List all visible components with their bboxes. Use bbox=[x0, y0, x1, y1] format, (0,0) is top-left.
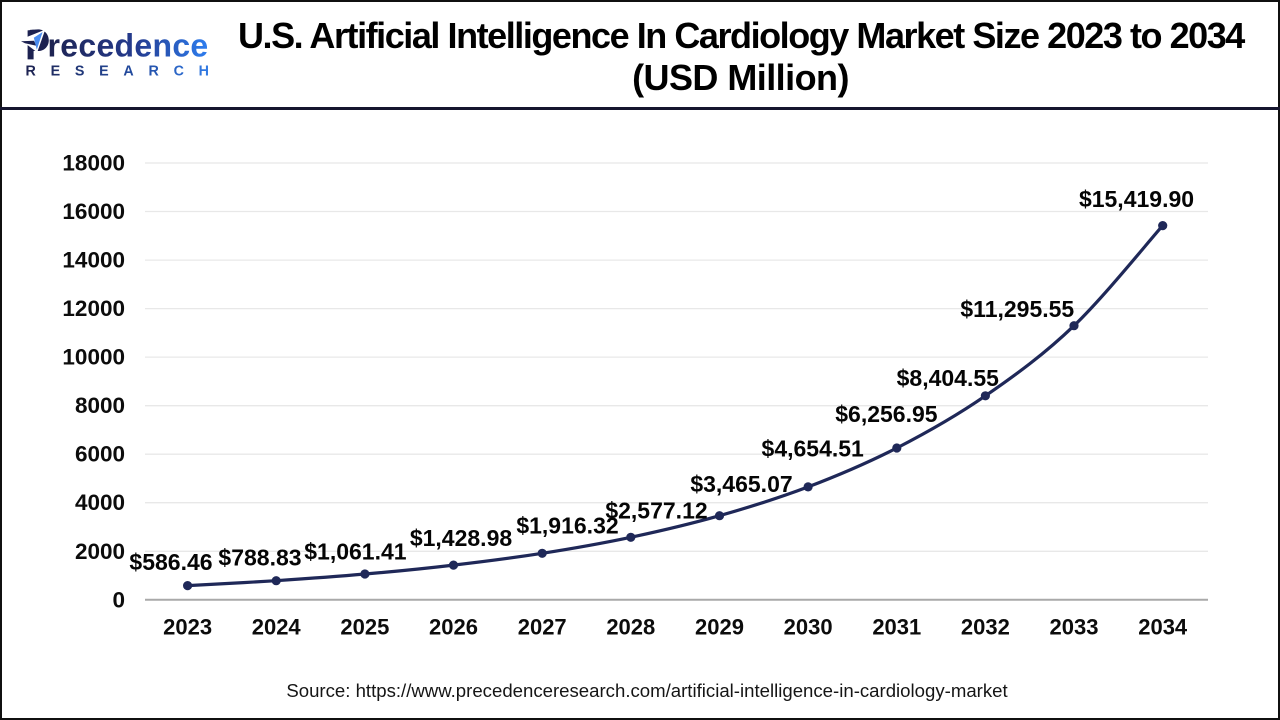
svg-text:$6,256.95: $6,256.95 bbox=[835, 401, 938, 427]
svg-text:2028: 2028 bbox=[606, 615, 655, 640]
svg-text:18000: 18000 bbox=[62, 151, 125, 176]
svg-text:$1,428.98: $1,428.98 bbox=[410, 525, 513, 551]
svg-text:$586.46: $586.46 bbox=[129, 549, 212, 575]
svg-text:12000: 12000 bbox=[62, 296, 125, 321]
svg-text:recedence: recedence bbox=[48, 28, 209, 64]
svg-text:2031: 2031 bbox=[872, 615, 921, 640]
svg-text:2027: 2027 bbox=[518, 615, 567, 640]
svg-text:2023: 2023 bbox=[163, 615, 212, 640]
svg-text:2033: 2033 bbox=[1050, 615, 1099, 640]
svg-text:$15,419.90: $15,419.90 bbox=[1079, 186, 1194, 212]
svg-text:$3,465.07: $3,465.07 bbox=[690, 471, 792, 497]
svg-text:$1,061.41: $1,061.41 bbox=[304, 539, 407, 565]
svg-text:2030: 2030 bbox=[784, 615, 833, 640]
svg-text:0: 0 bbox=[112, 587, 125, 612]
svg-text:$788.83: $788.83 bbox=[218, 545, 301, 571]
svg-text:$11,295.55: $11,295.55 bbox=[960, 296, 1074, 322]
svg-text:2000: 2000 bbox=[75, 539, 125, 564]
svg-text:$4,654.51: $4,654.51 bbox=[762, 436, 865, 462]
svg-text:$8,404.55: $8,404.55 bbox=[897, 365, 1000, 391]
svg-text:$1,916.32: $1,916.32 bbox=[516, 513, 618, 539]
svg-text:RESEARCH: RESEARCH bbox=[26, 64, 224, 80]
svg-text:2025: 2025 bbox=[340, 615, 389, 640]
svg-text:2026: 2026 bbox=[429, 615, 478, 640]
svg-text:$2,577.12: $2,577.12 bbox=[605, 498, 707, 524]
svg-text:8000: 8000 bbox=[75, 393, 125, 418]
svg-text:16000: 16000 bbox=[62, 199, 125, 224]
svg-text:2032: 2032 bbox=[961, 615, 1010, 640]
svg-text:4000: 4000 bbox=[75, 490, 125, 515]
svg-text:2024: 2024 bbox=[252, 615, 302, 640]
svg-text:10000: 10000 bbox=[62, 345, 125, 370]
svg-text:6000: 6000 bbox=[75, 442, 125, 467]
svg-text:2034: 2034 bbox=[1138, 615, 1188, 640]
svg-text:2029: 2029 bbox=[695, 615, 744, 640]
svg-text:14000: 14000 bbox=[62, 248, 125, 273]
